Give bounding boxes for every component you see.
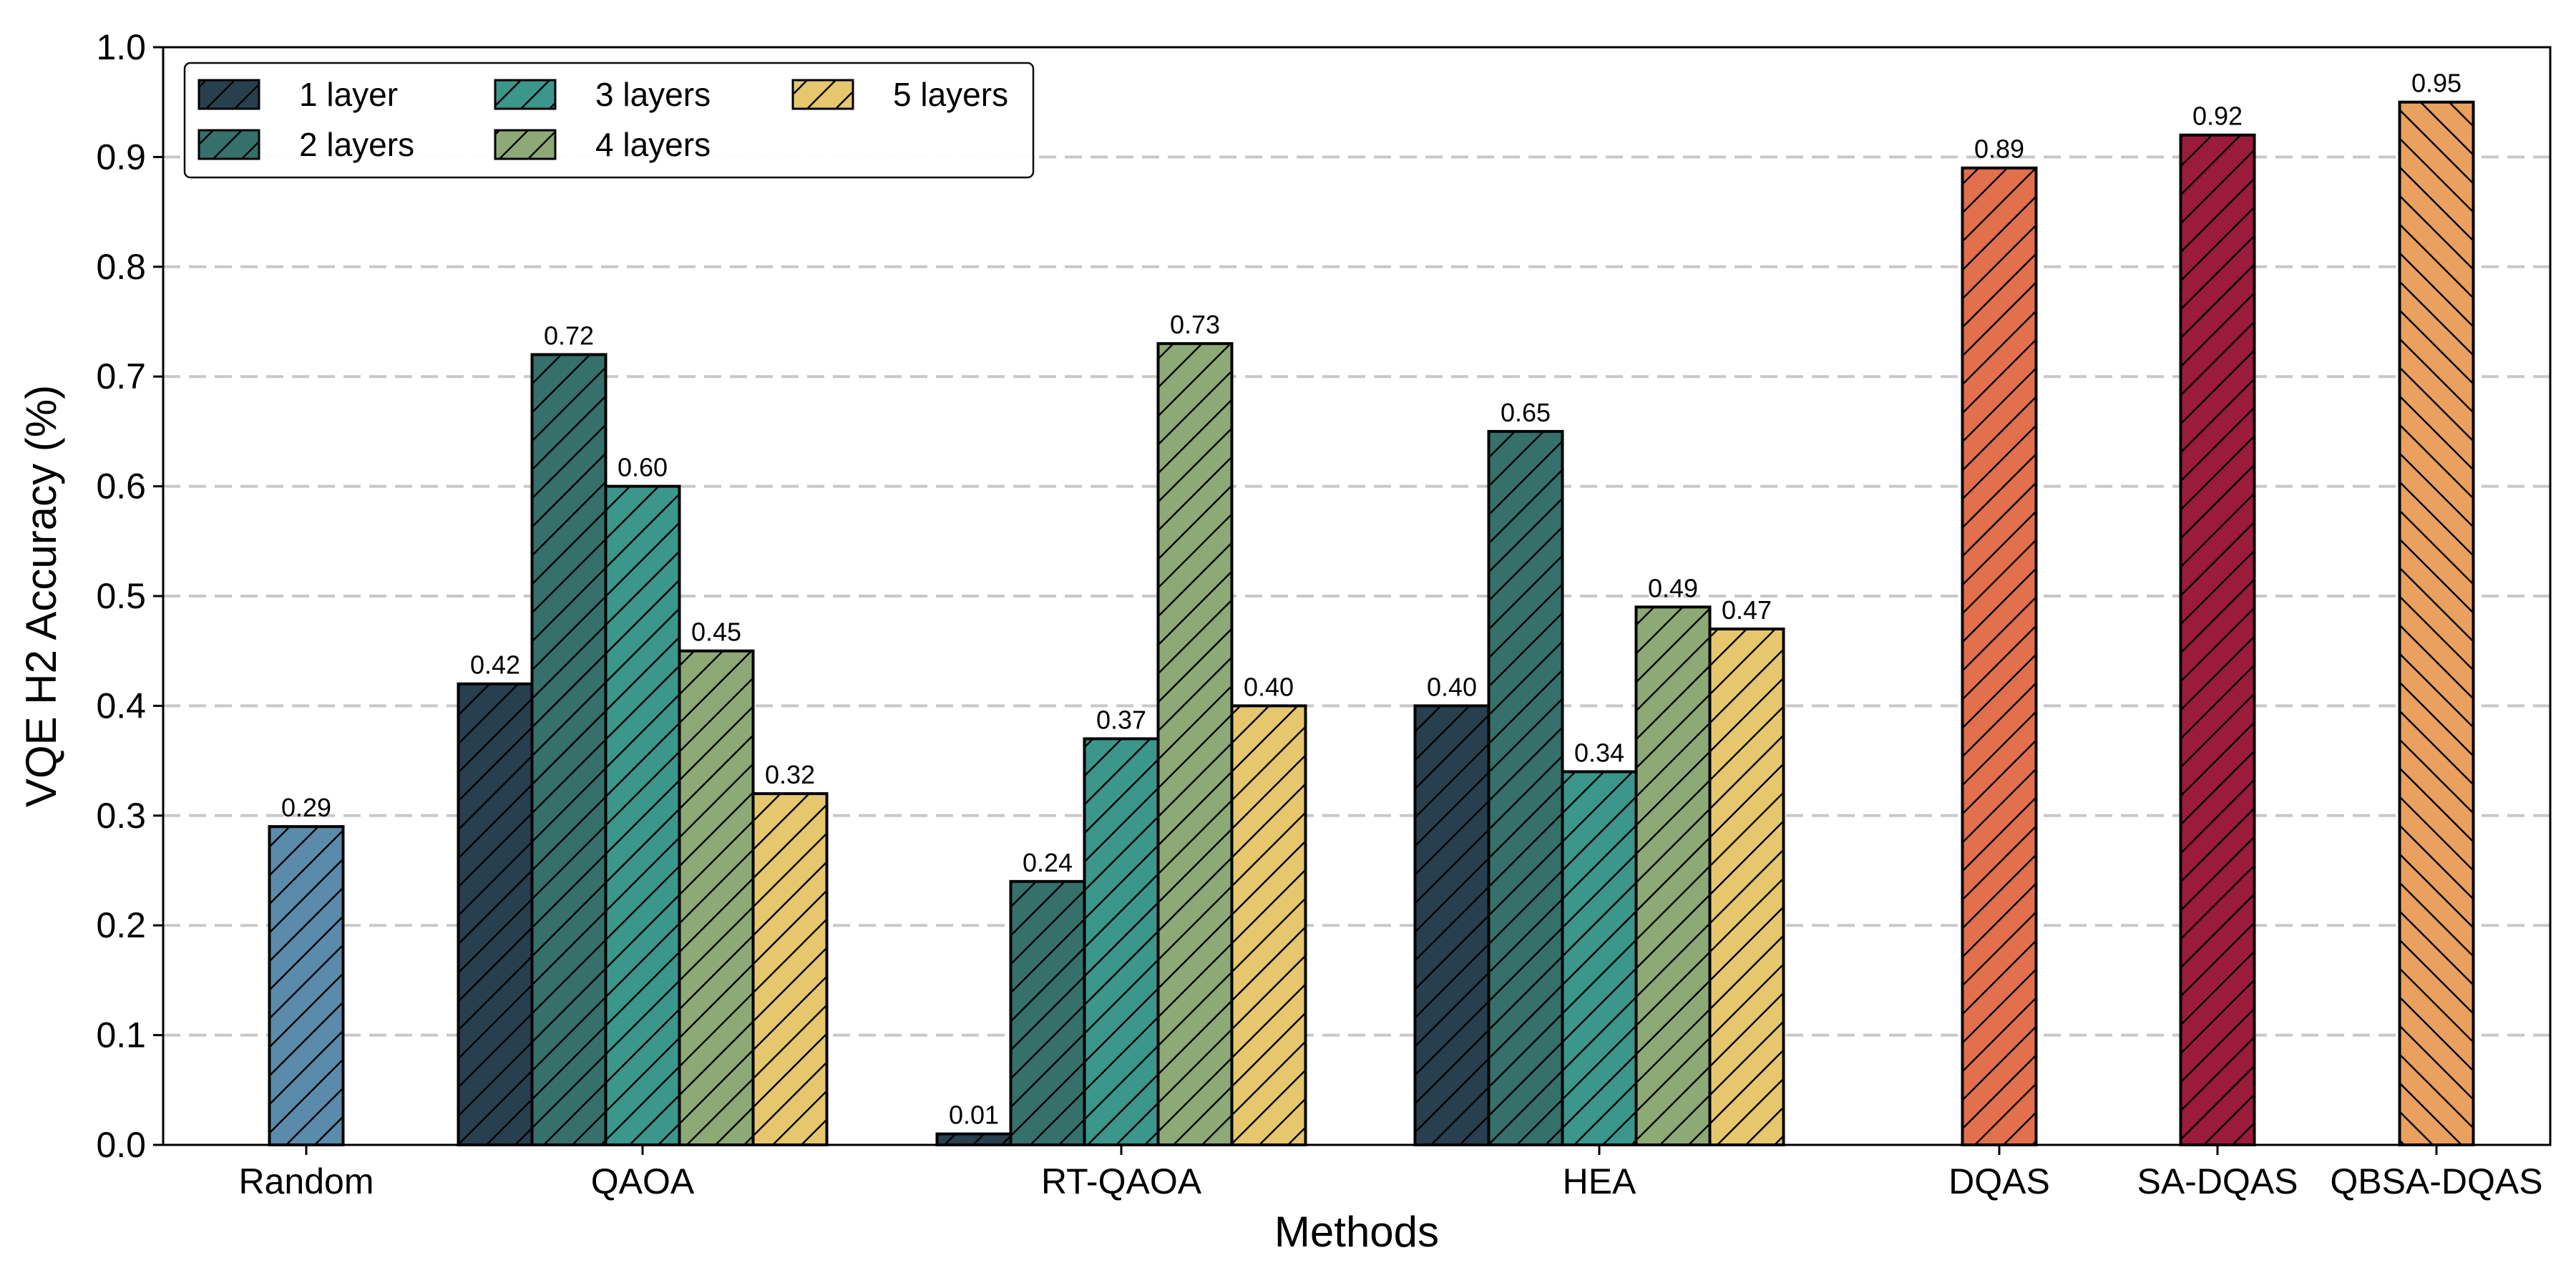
bar-value-label: 0.72 [544, 321, 594, 351]
x-tick-label: QAOA [591, 1161, 695, 1201]
bar-hatch [935, 1132, 1013, 1147]
bar-value-label: 0.45 [691, 618, 741, 647]
bar-hatch [1230, 704, 1307, 1146]
bar-hatch [1961, 166, 2038, 1147]
x-tick-label: SA-DQAS [2137, 1161, 2298, 1201]
bar-value-label: 0.34 [1574, 738, 1624, 767]
x-axis-ticks: Random QAOA RT-QAOA HEA DQAS SA-DQAS QBSA-DQAS [239, 1145, 2543, 1201]
y-axis-ticks: 0.0 0.1 0.2 0.3 0.4 0.5 0.6 0.7 0.8 0.9 1.0 [96, 27, 163, 1165]
y-tick-label: 0.7 [96, 356, 146, 396]
bar-hatch [1156, 342, 1234, 1146]
bar-hatch [1413, 704, 1491, 1146]
bar-value-label: 0.40 [1427, 672, 1477, 701]
legend: 1 layer 2 layers 3 layers 4 layers 5 layers [183, 62, 1035, 179]
bar-hatch [1083, 737, 1160, 1147]
legend-swatch-hatch [197, 129, 260, 160]
bar-value-label: 0.49 [1648, 573, 1698, 602]
legend-label: 4 layers [595, 126, 711, 163]
y-tick-label: 0.6 [96, 467, 146, 507]
bar-value-label: 0.47 [1722, 595, 1772, 625]
bar-hatch [751, 792, 829, 1146]
bar-value-label: 0.24 [1023, 848, 1073, 877]
bar-value-label: 0.65 [1501, 398, 1551, 427]
bar-hatch [604, 484, 681, 1146]
bar-hatch [1487, 429, 1564, 1146]
bar-hatch [678, 649, 755, 1146]
bar-hatch [2179, 133, 2256, 1147]
bars: 0.29 0.42 0.72 0.60 0.45 0.32 0.01 0.24 0.37 0.73… [268, 69, 2475, 1147]
bar-value-label: 0.42 [470, 650, 520, 680]
x-tick-label: Random [239, 1161, 374, 1201]
legend-swatch-hatch [494, 79, 557, 110]
y-axis-title: VQE H2 Accuracy (%) [17, 385, 65, 807]
y-tick-label: 0.2 [96, 905, 146, 945]
bar-value-label: 0.60 [618, 453, 668, 482]
legend-swatch-hatch [791, 79, 854, 110]
y-tick-label: 0.5 [96, 576, 146, 616]
legend-label: 3 layers [595, 76, 711, 113]
y-tick-label: 0.4 [96, 686, 146, 726]
y-tick-label: 0.0 [96, 1125, 146, 1165]
bar-hatch [1708, 628, 1785, 1146]
legend-label: 1 layer [299, 76, 398, 113]
bar-value-label: 0.32 [765, 760, 815, 789]
bar-hatch [457, 682, 534, 1146]
legend-swatch-hatch [494, 129, 557, 160]
bar-value-label: 0.01 [949, 1101, 999, 1130]
bar-hatch [530, 353, 608, 1146]
bar-hatch [268, 825, 345, 1146]
bar-hatch [1561, 770, 1638, 1146]
bar-hatch [1634, 605, 1712, 1146]
y-tick-label: 0.9 [96, 137, 146, 177]
y-tick-label: 1.0 [96, 27, 146, 67]
y-tick-label: 0.1 [96, 1015, 146, 1055]
bar-value-label: 0.37 [1096, 705, 1146, 734]
legend-swatch-hatch [197, 79, 260, 110]
bar-hatch [2398, 100, 2475, 1147]
bar-value-label: 0.40 [1244, 672, 1294, 701]
bar-value-label: 0.92 [2192, 102, 2243, 131]
x-axis-title: Methods [1274, 1208, 1439, 1256]
x-tick-label: QBSA-DQAS [2330, 1161, 2542, 1201]
bar-value-label: 0.95 [2411, 69, 2462, 98]
x-tick-label: HEA [1563, 1161, 1636, 1201]
y-tick-label: 0.8 [96, 247, 146, 287]
bar-value-label: 0.73 [1170, 310, 1220, 339]
legend-label: 2 layers [299, 126, 414, 163]
x-tick-label: DQAS [1948, 1161, 2050, 1201]
legend-label: 5 layers [893, 76, 1008, 113]
bar-hatch [1009, 879, 1086, 1146]
x-tick-label: RT-QAOA [1041, 1161, 1202, 1201]
y-tick-label: 0.3 [96, 796, 146, 836]
bar-value-label: 0.29 [281, 793, 331, 822]
bar-value-label: 0.89 [1974, 135, 2024, 164]
